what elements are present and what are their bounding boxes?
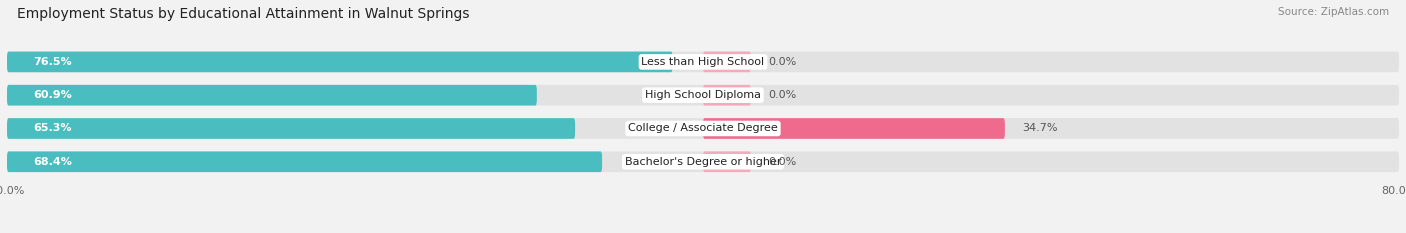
FancyBboxPatch shape (7, 151, 1399, 172)
Text: College / Associate Degree: College / Associate Degree (628, 123, 778, 134)
Text: High School Diploma: High School Diploma (645, 90, 761, 100)
FancyBboxPatch shape (7, 85, 1399, 106)
Text: Less than High School: Less than High School (641, 57, 765, 67)
FancyBboxPatch shape (7, 118, 1399, 139)
FancyBboxPatch shape (7, 51, 1399, 72)
FancyBboxPatch shape (7, 118, 575, 139)
FancyBboxPatch shape (703, 51, 751, 72)
FancyBboxPatch shape (703, 118, 1005, 139)
FancyBboxPatch shape (703, 151, 751, 172)
Text: 0.0%: 0.0% (768, 157, 796, 167)
Text: 76.5%: 76.5% (34, 57, 72, 67)
Text: 65.3%: 65.3% (34, 123, 72, 134)
Text: 0.0%: 0.0% (768, 90, 796, 100)
Text: 0.0%: 0.0% (768, 57, 796, 67)
FancyBboxPatch shape (7, 51, 672, 72)
FancyBboxPatch shape (703, 85, 751, 106)
Text: Source: ZipAtlas.com: Source: ZipAtlas.com (1278, 7, 1389, 17)
Text: 34.7%: 34.7% (1022, 123, 1057, 134)
Text: 60.9%: 60.9% (34, 90, 72, 100)
Text: Employment Status by Educational Attainment in Walnut Springs: Employment Status by Educational Attainm… (17, 7, 470, 21)
Text: Bachelor's Degree or higher: Bachelor's Degree or higher (624, 157, 782, 167)
FancyBboxPatch shape (7, 151, 602, 172)
Text: 68.4%: 68.4% (34, 157, 72, 167)
FancyBboxPatch shape (7, 85, 537, 106)
